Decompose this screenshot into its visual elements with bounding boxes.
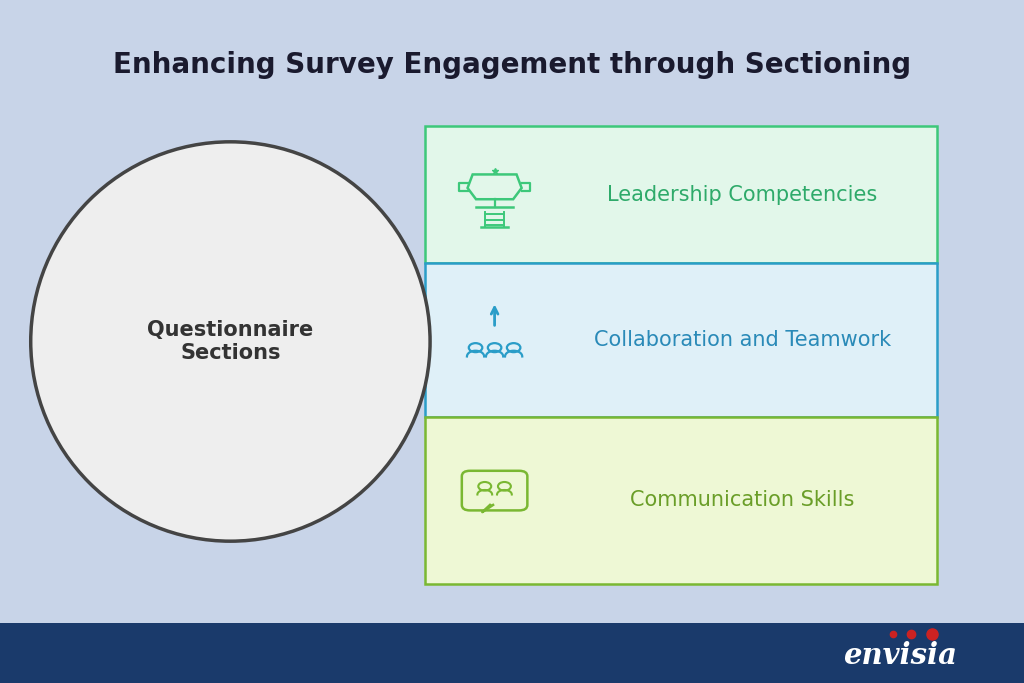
- Text: Leadership Competencies: Leadership Competencies: [607, 184, 878, 205]
- Text: envisia: envisia: [844, 641, 957, 671]
- Text: Communication Skills: Communication Skills: [630, 490, 855, 510]
- Polygon shape: [425, 417, 937, 584]
- Text: Enhancing Survey Engagement through Sectioning: Enhancing Survey Engagement through Sect…: [113, 51, 911, 79]
- Text: Collaboration and Teamwork: Collaboration and Teamwork: [594, 330, 891, 350]
- Ellipse shape: [31, 142, 430, 541]
- Polygon shape: [425, 263, 937, 417]
- Text: Questionnaire
Sections: Questionnaire Sections: [147, 320, 313, 363]
- Polygon shape: [425, 126, 937, 263]
- Bar: [0, 623, 1024, 683]
